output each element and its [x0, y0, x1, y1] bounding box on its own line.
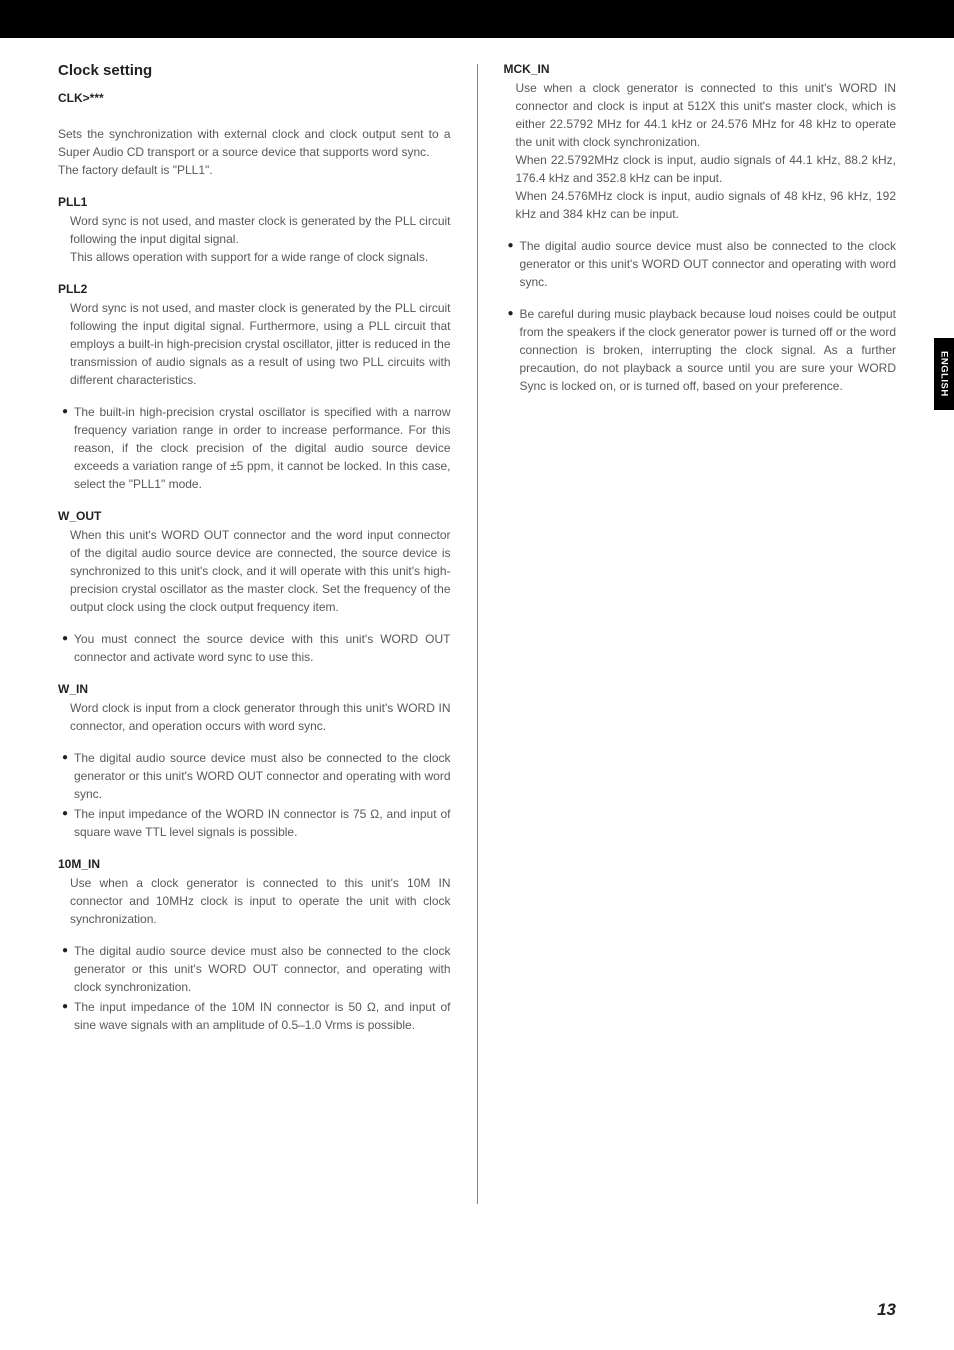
- win-label: W_IN: [58, 680, 451, 698]
- win-p1: Word clock is input from a clock generat…: [70, 699, 451, 735]
- language-side-tab: ENGLISH: [934, 338, 954, 410]
- mck-label: MCK_IN: [504, 60, 897, 78]
- intro-para-1: Sets the synchronization with external c…: [58, 125, 451, 161]
- tenm-bullet-1-text: The digital audio source device must als…: [74, 942, 451, 996]
- mck-p1: Use when a clock generator is connected …: [516, 79, 897, 151]
- win-body: Word clock is input from a clock generat…: [58, 699, 451, 735]
- tenm-bullet-1: ● The digital audio source device must a…: [58, 942, 451, 996]
- pll2-p1: Word sync is not used, and master clock …: [70, 299, 451, 389]
- right-bullet-1-text: The digital audio source device must als…: [520, 237, 897, 291]
- pll1-p2: This allows operation with support for a…: [70, 248, 451, 266]
- wout-p1: When this unit's WORD OUT connector and …: [70, 526, 451, 616]
- tenm-body: Use when a clock generator is connected …: [58, 874, 451, 928]
- bullet-dot-icon: ●: [508, 305, 520, 395]
- mck-p2: When 22.5792MHz clock is input, audio si…: [516, 151, 897, 187]
- page-number: 13: [877, 1300, 896, 1320]
- pll1-p1: Word sync is not used, and master clock …: [70, 212, 451, 248]
- wout-label: W_OUT: [58, 507, 451, 525]
- tenm-label: 10M_IN: [58, 855, 451, 873]
- tenm-bullet-2-text: The input impedance of the 10M IN connec…: [74, 998, 451, 1034]
- right-column: MCK_IN Use when a clock generator is con…: [504, 60, 897, 1204]
- win-bullet-1: ● The digital audio source device must a…: [58, 749, 451, 803]
- clk-subheading: CLK>***: [58, 89, 451, 107]
- bullet-dot-icon: ●: [62, 749, 74, 803]
- pll2-bullet: ● The built-in high-precision crystal os…: [58, 403, 451, 493]
- tenm-bullet-2: ● The input impedance of the 10M IN conn…: [58, 998, 451, 1034]
- bullet-dot-icon: ●: [508, 237, 520, 291]
- bullet-dot-icon: ●: [62, 805, 74, 841]
- mck-p3: When 24.576MHz clock is input, audio sig…: [516, 187, 897, 223]
- wout-body: When this unit's WORD OUT connector and …: [58, 526, 451, 616]
- win-bullet-2-text: The input impedance of the WORD IN conne…: [74, 805, 451, 841]
- header-black-bar: [0, 0, 954, 38]
- content-wrapper: Clock setting CLK>*** Sets the synchroni…: [0, 38, 954, 1204]
- intro-para-2: The factory default is "PLL1".: [58, 161, 451, 179]
- right-bullet-2-text: Be careful during music playback because…: [520, 305, 897, 395]
- mck-body: Use when a clock generator is connected …: [504, 79, 897, 223]
- bullet-dot-icon: ●: [62, 998, 74, 1034]
- wout-bullet: ● You must connect the source device wit…: [58, 630, 451, 666]
- left-column: Clock setting CLK>*** Sets the synchroni…: [58, 60, 451, 1204]
- pll1-label: PLL1: [58, 193, 451, 211]
- right-bullet-2: ● Be careful during music playback becau…: [504, 305, 897, 395]
- win-bullet-2: ● The input impedance of the WORD IN con…: [58, 805, 451, 841]
- column-divider: [477, 64, 478, 1204]
- tenm-p1: Use when a clock generator is connected …: [70, 874, 451, 928]
- bullet-dot-icon: ●: [62, 630, 74, 666]
- pll2-label: PLL2: [58, 280, 451, 298]
- bullet-dot-icon: ●: [62, 403, 74, 493]
- pll1-body: Word sync is not used, and master clock …: [58, 212, 451, 266]
- pll2-body: Word sync is not used, and master clock …: [58, 299, 451, 389]
- right-bullet-1: ● The digital audio source device must a…: [504, 237, 897, 291]
- pll2-bullet-text: The built-in high-precision crystal osci…: [74, 403, 451, 493]
- bullet-dot-icon: ●: [62, 942, 74, 996]
- win-bullet-1-text: The digital audio source device must als…: [74, 749, 451, 803]
- wout-bullet-text: You must connect the source device with …: [74, 630, 451, 666]
- section-title: Clock setting: [58, 60, 451, 83]
